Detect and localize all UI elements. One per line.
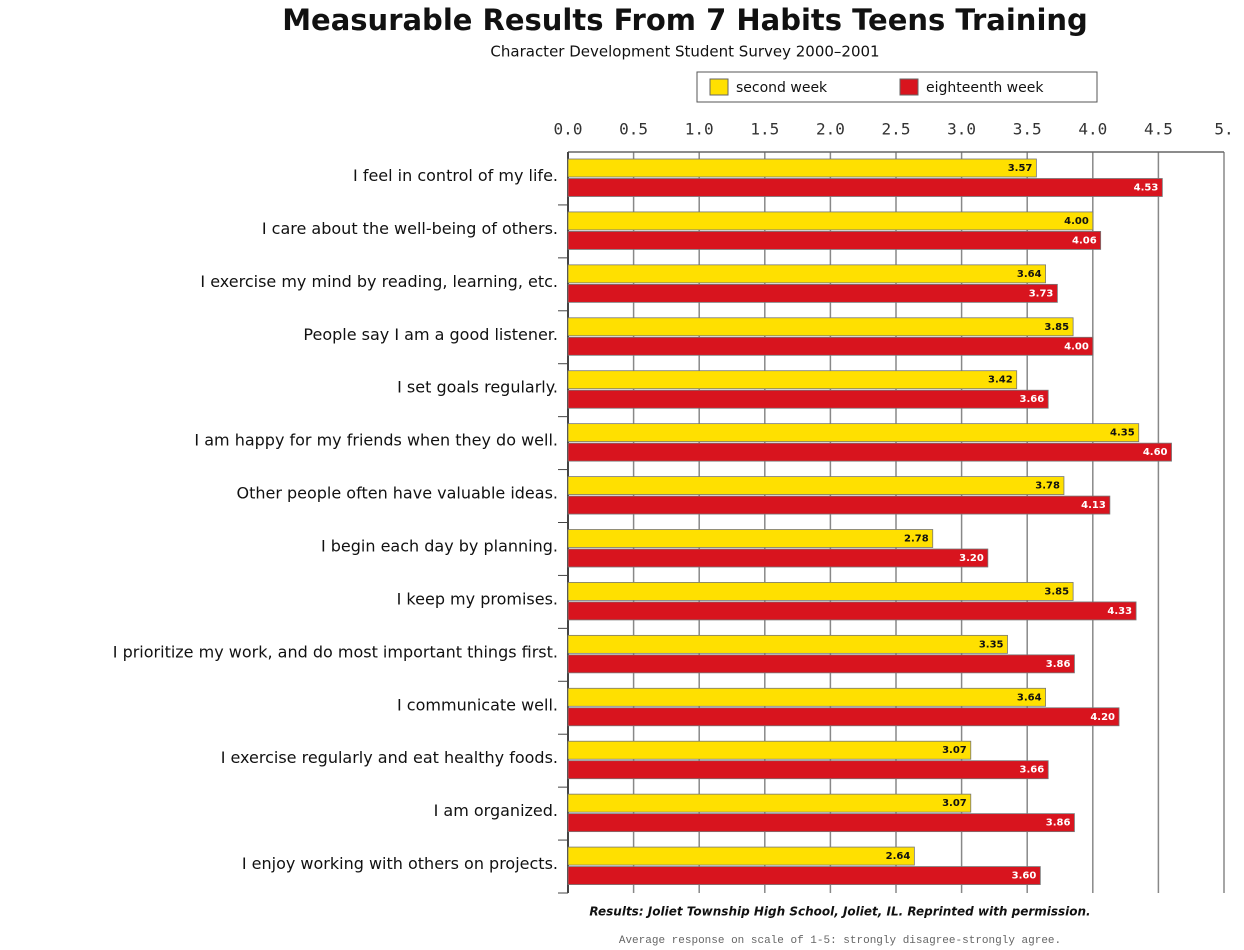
value-label: 3.60 [1012,871,1037,882]
bar [567,231,1102,250]
y-tick-label: I begin each day by planning. [321,536,558,555]
x-tick-label: 4.0 [1078,120,1107,139]
value-label: 4.00 [1064,341,1089,352]
bar [567,601,1137,621]
x-tick-label: 0.5 [619,120,648,139]
value-label: 2.64 [886,851,911,862]
value-label: 3.73 [1029,288,1054,299]
y-tick-label: I set goals regularly. [397,378,558,397]
x-tick-label: 1.0 [685,120,714,139]
value-label: 3.66 [1020,765,1045,776]
value-label: 3.42 [988,375,1013,386]
bar [567,476,1065,495]
legend-label: second week [736,80,828,96]
value-label: 4.33 [1107,606,1132,617]
bar [567,634,1008,654]
bar [567,495,1111,515]
y-tick-label: I prioritize my work, and do most import… [113,642,558,661]
x-tick-label: 2.0 [816,120,845,139]
legend-label: eighteenth week [926,80,1044,96]
value-label: 3.57 [1008,163,1033,174]
source-note: Results: Joliet Township High School, Jo… [589,905,1090,919]
value-label: 4.00 [1064,216,1089,227]
value-label: 4.60 [1143,447,1168,458]
chart-title: Measurable Results From 7 Habits Teens T… [282,3,1088,37]
value-label: 3.85 [1044,586,1069,597]
y-tick-label: I care about the well-being of others. [262,219,558,238]
bar [567,158,1037,178]
bar [567,283,1058,303]
y-tick-label: I exercise regularly and eat healthy foo… [221,748,558,767]
bar [567,654,1075,674]
bar [567,178,1163,197]
value-label: 3.86 [1046,659,1071,670]
bar [567,740,972,760]
bar [567,211,1094,231]
bar [567,813,1075,833]
chart-subtitle: Character Development Student Survey 200… [490,43,879,61]
bar [567,423,1140,443]
x-tick-label: 1.5 [750,120,779,139]
bar [567,264,1046,284]
y-tick-label: Other people often have valuable ideas. [236,484,558,503]
bar [567,846,915,866]
bar [567,370,1018,390]
value-label: 3.07 [942,745,967,756]
value-label: 4.20 [1090,712,1115,723]
value-label: 4.53 [1134,183,1159,194]
y-tick-label: I am organized. [434,801,558,820]
y-tick-label: I feel in control of my life. [353,166,558,185]
bar [567,336,1094,356]
value-label: 2.78 [904,534,929,545]
bar [567,317,1074,337]
legend-swatch [899,78,919,96]
value-label: 3.66 [1020,394,1045,405]
x-tick-label: 4.5 [1144,120,1173,139]
bar [567,442,1172,462]
bar [567,793,972,813]
value-label: 4.35 [1110,428,1135,439]
y-tick-label: I communicate well. [397,695,558,714]
y-tick-label: I am happy for my friends when they do w… [194,431,558,450]
bar [567,548,989,568]
bar [567,687,1046,707]
value-label: 3.86 [1046,818,1071,829]
bar [567,582,1074,601]
value-label: 4.13 [1081,500,1106,511]
legend-box [696,71,1098,103]
bar [567,529,934,548]
value-label: 3.07 [942,798,967,809]
x-tick-label: 3.0 [947,120,976,139]
value-label: 3.78 [1035,481,1060,492]
x-tick-label: 2.5 [882,120,911,139]
scale-note: Average response on scale of 1-5: strong… [619,935,1061,947]
value-label: 3.85 [1044,322,1069,333]
x-tick-label: 3.5 [1013,120,1042,139]
y-tick-label: People say I am a good listener. [303,325,558,344]
y-tick-label: I enjoy working with others on projects. [242,854,558,873]
value-label: 3.20 [959,553,984,564]
legend-swatch [709,78,729,96]
value-label: 3.35 [979,639,1004,650]
bar [567,707,1120,727]
x-tick-label: 5. [1214,120,1233,139]
x-tick-label: 0.0 [554,120,583,139]
y-tick-label: I keep my promises. [397,589,558,608]
value-label: 4.06 [1072,235,1097,246]
y-tick-label: I exercise my mind by reading, learning,… [200,272,558,291]
bar [567,866,1041,885]
bar [567,760,1049,780]
value-label: 3.64 [1017,692,1042,703]
value-label: 3.64 [1017,269,1042,280]
bar [567,389,1049,409]
